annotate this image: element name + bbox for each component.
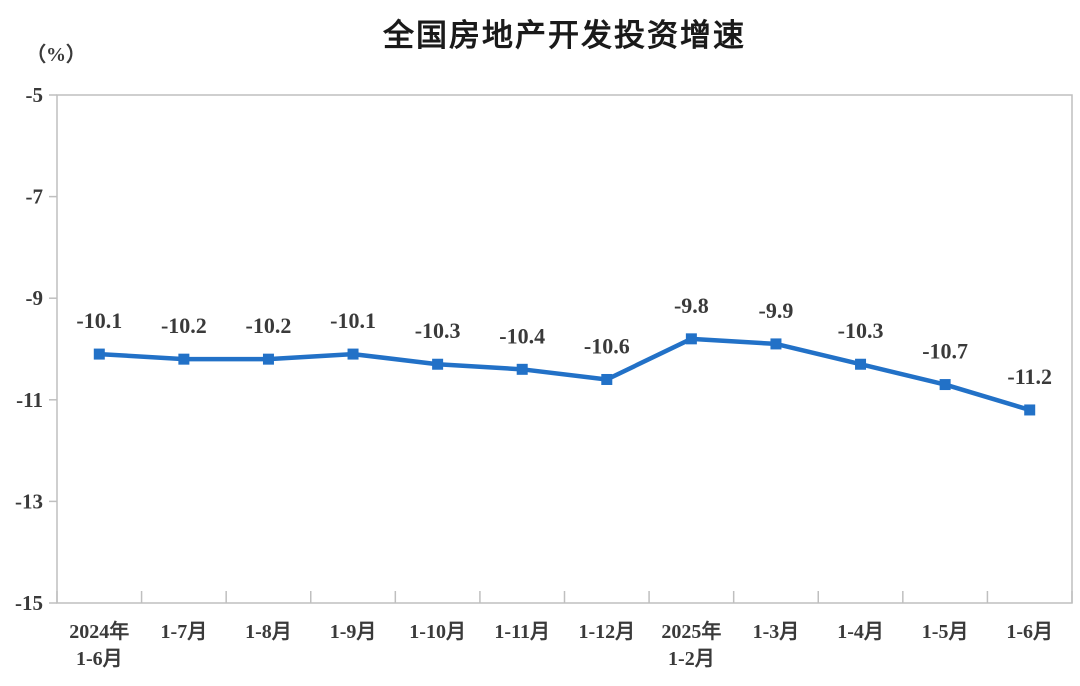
x-axis-tick-label: 2025年 1-2月 (661, 619, 721, 670)
chart-title: 全国房地产开发投资增速 (383, 18, 746, 53)
data-label: -10.4 (499, 323, 545, 348)
data-point-marker (939, 379, 951, 391)
data-point-marker (93, 348, 105, 360)
x-axis-tick-label: 2024年 1-6月 (69, 619, 129, 670)
x-axis-tick-label: 1-10月 (409, 621, 466, 643)
x-axis-tick-label: 1-8月 (245, 621, 292, 643)
x-axis-tick-label: 1-5月 (922, 621, 969, 643)
y-axis-tick-label: -15 (15, 591, 43, 615)
data-label: -10.3 (415, 318, 461, 343)
data-point-marker (1024, 404, 1036, 416)
data-label: -9.9 (759, 298, 794, 323)
x-axis-tick-label: 1-3月 (753, 621, 800, 643)
y-axis-tick-label: -11 (16, 388, 43, 412)
y-axis-tick-label: -5 (26, 83, 44, 107)
x-axis-tick-label: 1-6月 (1006, 621, 1053, 643)
data-point-marker (855, 358, 867, 370)
data-label: -10.2 (161, 313, 207, 338)
y-axis-tick-label: -13 (15, 489, 43, 513)
data-label: -10.2 (246, 313, 292, 338)
data-point-marker (178, 353, 190, 365)
data-label: -10.6 (584, 333, 630, 358)
data-point-marker (432, 358, 444, 370)
x-axis-tick-label: 1-7月 (161, 621, 208, 643)
data-label: -11.2 (1007, 364, 1052, 389)
y-axis-unit-label: （%） (26, 44, 86, 66)
x-axis-tick-label: 1-12月 (578, 621, 635, 643)
x-axis-tick-label: 1-9月 (330, 621, 377, 643)
data-point-marker (347, 348, 359, 360)
y-axis-tick-label: -7 (26, 185, 44, 209)
x-axis-tick-label: 1-11月 (494, 621, 550, 643)
data-point-marker (685, 333, 697, 345)
data-label: -10.1 (330, 308, 376, 333)
data-point-marker (516, 363, 528, 375)
data-point-marker (262, 353, 274, 365)
data-label: -10.1 (76, 308, 122, 333)
x-axis-tick-label: 1-4月 (837, 621, 884, 643)
data-line (97, 336, 1032, 413)
plot-area-border (56, 94, 1073, 604)
data-label: -10.3 (838, 318, 884, 343)
data-point-marker (770, 338, 782, 350)
data-label: -9.8 (674, 293, 709, 318)
data-point-marker (601, 373, 613, 385)
data-label: -10.7 (922, 339, 968, 364)
y-axis-tick-label: -9 (26, 286, 44, 310)
